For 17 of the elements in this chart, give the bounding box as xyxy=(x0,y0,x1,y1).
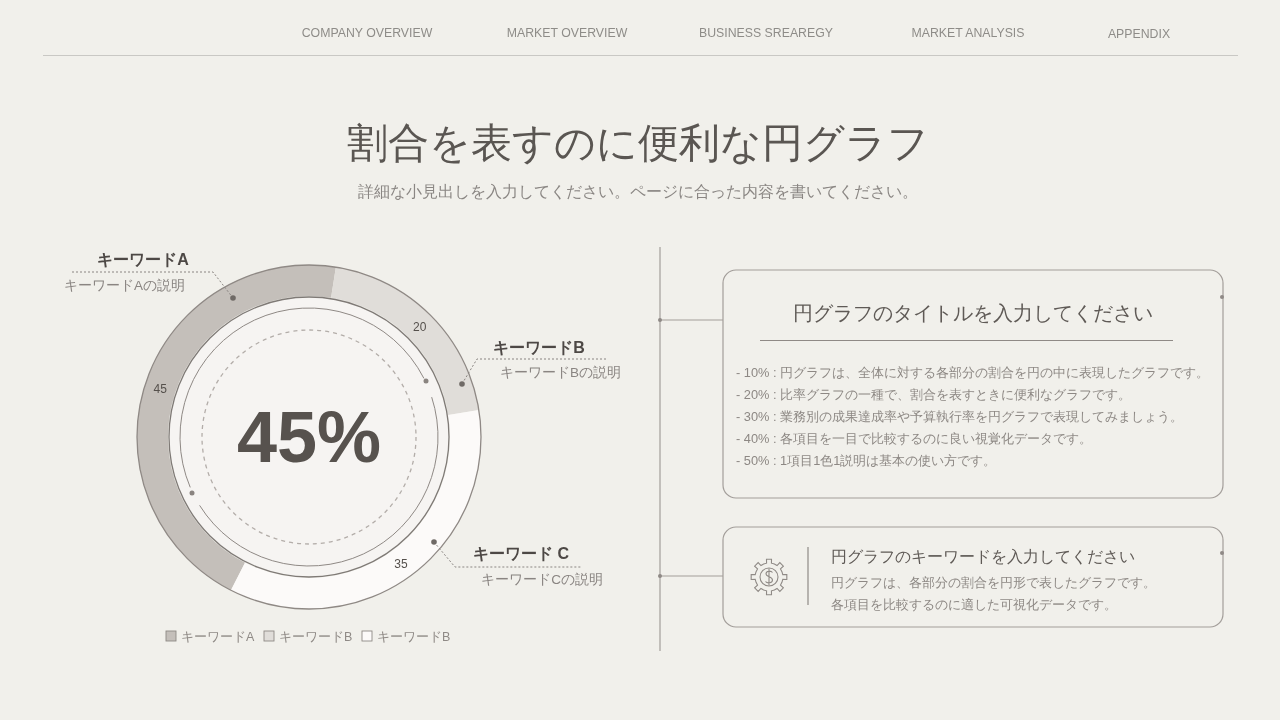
annotation: 各項目を比較するのに適した可視化データです。 xyxy=(831,597,1117,612)
annotation: MARKET ANALYSIS xyxy=(911,26,1025,40)
annotation: 円グラフのタイトルを入力してください xyxy=(793,302,1153,324)
annotation: MARKET OVERVIEW xyxy=(506,26,628,40)
annotation: BUSINESS SREAREGY xyxy=(699,26,833,40)
annotation: COMPANY OVERVIEW xyxy=(301,26,433,40)
annotation: - 10% : 円グラフは、全体に対する各部分の割合を円の中に表現したグラフです。 xyxy=(736,365,1210,380)
annotation: APPENDIX xyxy=(1107,27,1171,41)
annotation: キーワードA xyxy=(97,251,189,268)
title: 割合を表すのに便利な円グラフ xyxy=(347,120,929,166)
annotation: 円グラフは、各部分の割合を円形で表したグラフです。 xyxy=(831,575,1156,590)
annotation: 円グラフのキーワードを入力してください xyxy=(831,547,1135,565)
annotation: - 50% : 1項目1色1説明は基本の使い方です。 xyxy=(736,453,997,468)
annotation: キーワードCの説明 xyxy=(481,572,603,587)
annotation: - 20% : 比率グラフの一種で、割合を表すときに便利なグラフです。 xyxy=(736,387,1132,402)
annotation: - 30% : 業務別の成果達成率や予算執行率を円グラフで表現してみましょう。 xyxy=(736,409,1184,424)
subtitle: 詳細な小見出しを入力してください。ページに合った内容を書いてください。 xyxy=(358,182,918,200)
